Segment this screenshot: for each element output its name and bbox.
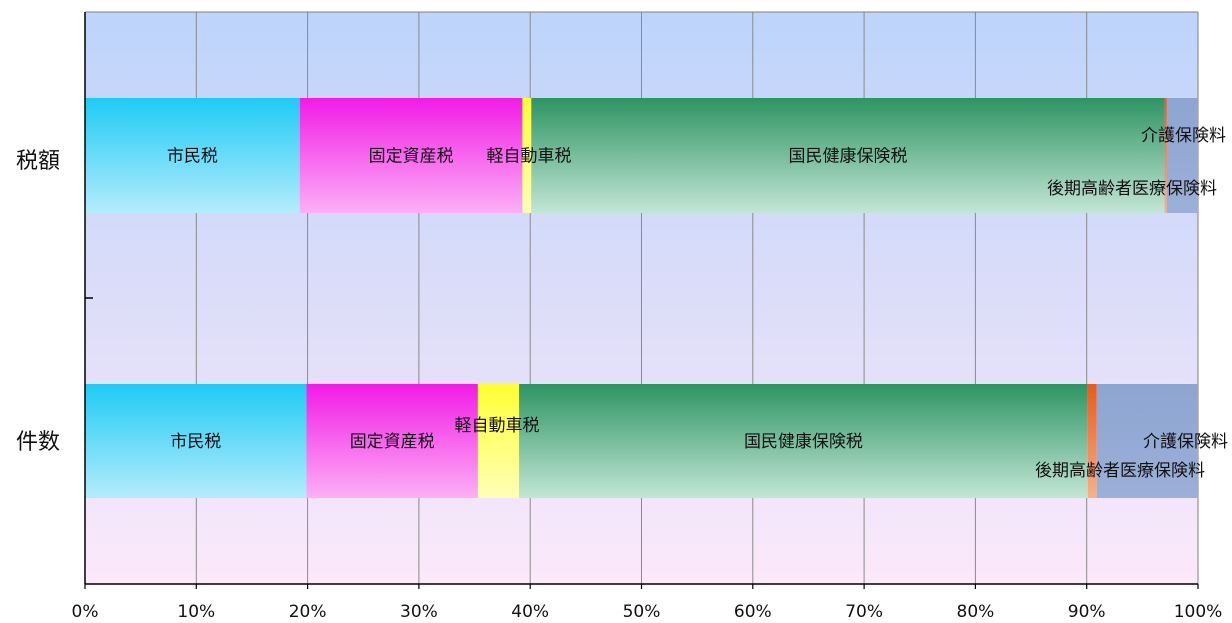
data-label: 固定資産税 xyxy=(350,432,435,452)
bar-segment xyxy=(1087,384,1097,498)
bar-segment xyxy=(522,98,532,213)
bar-segment xyxy=(306,384,478,498)
bar-segment xyxy=(85,384,307,498)
x-tick-label: 70% xyxy=(845,602,883,622)
bar-segment xyxy=(519,384,1088,498)
bar-segment xyxy=(1164,98,1167,213)
x-tick-label: 30% xyxy=(400,602,438,622)
x-tick-label: 20% xyxy=(289,602,327,622)
data-label: 介護保険料 xyxy=(1141,126,1226,146)
x-tick-label: 80% xyxy=(957,602,995,622)
bar-segment xyxy=(531,98,1165,213)
x-tick-label: 60% xyxy=(734,602,772,622)
x-tick-label: 100% xyxy=(1174,602,1223,622)
bar-segment xyxy=(1166,98,1198,213)
data-label: 後期高齢者医療保険料 xyxy=(1047,179,1217,199)
data-label: 後期高齢者医療保険料 xyxy=(1035,461,1205,481)
category-label: 件数 xyxy=(16,430,60,455)
x-tick-label: 40% xyxy=(511,602,549,622)
bar-segment xyxy=(477,384,520,498)
x-tick-label: 50% xyxy=(623,602,661,622)
data-label: 軽自動車税 xyxy=(487,147,572,167)
data-label: 固定資産税 xyxy=(369,147,454,167)
data-label: 国民健康保険税 xyxy=(744,432,863,452)
x-tick-label: 0% xyxy=(72,602,99,622)
category-label: 税額 xyxy=(16,149,60,174)
data-label: 国民健康保険税 xyxy=(788,147,907,167)
bar-segment xyxy=(1096,384,1198,498)
data-label: 市民税 xyxy=(170,432,221,452)
x-tick-label: 90% xyxy=(1068,602,1106,622)
data-label: 軽自動車税 xyxy=(455,416,540,436)
x-tick-label: 10% xyxy=(177,602,215,622)
data-label: 介護保険料 xyxy=(1143,432,1228,452)
bar-segment xyxy=(299,98,523,213)
bar-segment xyxy=(85,98,300,213)
data-label: 市民税 xyxy=(167,147,218,167)
